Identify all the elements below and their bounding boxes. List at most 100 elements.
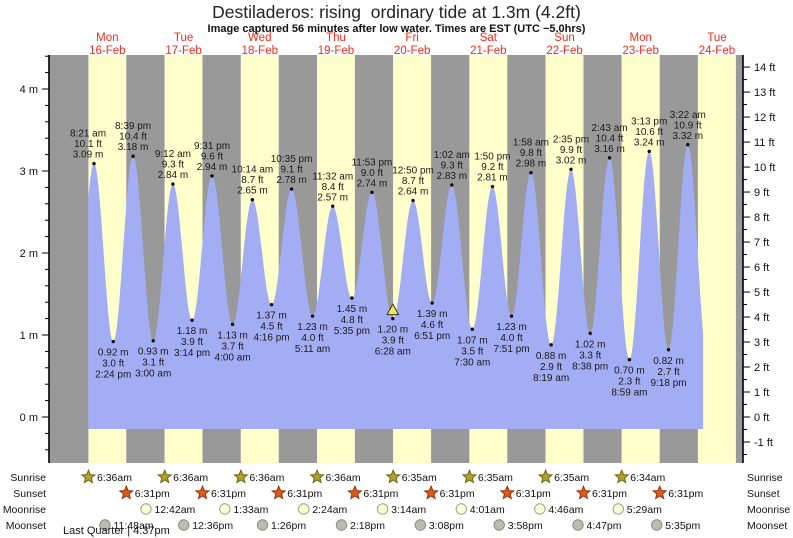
high-tide-annotation: 9.0 ft	[361, 168, 383, 179]
high-tide-annotation: 2.65 m	[237, 186, 268, 197]
astro-event-time: 1:33am	[233, 504, 268, 516]
day-of-week-label: Mon	[96, 32, 118, 44]
high-tide-annotation: 1:58 am	[513, 138, 549, 149]
high-tide-annotation: 10.6 ft	[635, 127, 663, 138]
high-tide-annotation: 2.64 m	[398, 187, 429, 198]
tide-extreme-dot	[470, 327, 475, 331]
page-title: Destiladeros: rising ordinary tide at 1.…	[212, 2, 581, 22]
moonset-circle-icon	[178, 519, 190, 531]
high-tide-annotation: 9.6 ft	[201, 151, 223, 162]
high-tide-annotation: 3.16 m	[594, 144, 625, 155]
high-tide-annotation: 10.4 ft	[596, 133, 624, 144]
tide-extreme-dot	[588, 331, 592, 336]
sunrise-star-icon	[80, 468, 97, 484]
axis-tick-labels: 4 m 3 m 2 m 1 m 0 m 14 ft 13 ft 12 ft 11 ft 10 ft…	[20, 62, 776, 449]
low-tide-annotation: 0.70 m	[614, 366, 645, 377]
high-tide-annotation: 3.09 m	[73, 150, 104, 161]
high-tide-annotation: 10.4 ft	[119, 132, 147, 143]
day-date-label: 23-Feb	[623, 45, 659, 57]
low-tide-annotation: 1.23 m	[297, 322, 328, 333]
astro-row-label-right: Moonset	[747, 520, 787, 532]
moonset-circle-icon	[493, 519, 505, 531]
right-axis-label: 8 ft	[754, 212, 769, 224]
low-tide-annotation: 8:38 pm	[572, 361, 608, 372]
astro-row-label-right: Sunset	[747, 488, 780, 500]
low-tide-annotation: 8:19 am	[533, 373, 569, 384]
moonset-circle-icon	[414, 519, 427, 531]
astro-event-time: 4:47pm	[586, 520, 621, 532]
astro-event-time: 1:26pm	[271, 520, 306, 532]
astro-event-time: 11:48am	[113, 520, 153, 532]
moonrise-circle-icon	[376, 503, 389, 515]
tide-extreme-dot	[666, 348, 671, 352]
day-date-label: 19-Feb	[318, 45, 354, 57]
tide-extreme-dot	[250, 198, 255, 202]
tide-extreme-dot	[269, 302, 274, 307]
right-axis-label: 14 ft	[754, 62, 775, 74]
day-date-label: 20-Feb	[394, 45, 430, 57]
astro-row-label-right: Sunrise	[747, 472, 783, 484]
sunset-star-icon	[423, 484, 439, 500]
high-tide-annotation: 3.24 m	[634, 137, 665, 148]
astro-event-time: 12:42am	[154, 504, 195, 516]
high-tide-annotation: 11:32 am	[312, 171, 353, 182]
astro-row-label-left: Sunrise	[10, 472, 46, 484]
tide-extreme-dot	[171, 182, 175, 186]
astro-row-label-left: Sunset	[13, 488, 46, 500]
astro-event-time: 3:08pm	[429, 520, 464, 532]
high-tide-annotation: 2.98 m	[516, 159, 547, 170]
high-tide-annotation: 8.7 ft	[241, 175, 263, 186]
low-tide-annotation: 1.45 m	[337, 304, 368, 315]
moonset-circle-icon	[651, 519, 663, 531]
day-of-week-label: Fri	[405, 32, 418, 44]
astro-event-time: 3:14am	[391, 504, 426, 516]
day-of-week-label: Tue	[174, 32, 193, 44]
tide-extreme-dot	[569, 167, 573, 172]
high-tide-annotation: 10:35 pm	[271, 154, 313, 165]
left-axis-label: 3 m	[20, 166, 38, 178]
astro-event-time: 6:34am	[630, 472, 665, 484]
day-of-week-label: Wed	[248, 32, 271, 44]
high-tide-annotation: 12:50 pm	[392, 166, 434, 177]
sunset-star-icon	[575, 484, 592, 500]
high-tide-annotation: 9.9 ft	[560, 145, 582, 156]
day-date-label: 18-Feb	[242, 45, 278, 57]
astro-event-time: 6:31pm	[668, 488, 703, 500]
low-tide-annotation: 7:30 am	[454, 357, 490, 368]
tide-extreme-dot	[92, 161, 96, 166]
moonrise-circle-icon	[219, 503, 231, 515]
high-tide-annotation: 1:50 pm	[474, 152, 510, 163]
right-axis-label: 3 ft	[754, 337, 769, 349]
right-axis-label: 1 ft	[754, 387, 769, 399]
high-tide-annotation: 2.81 m	[477, 173, 508, 184]
high-tide-annotation: 2.83 m	[436, 171, 467, 182]
low-tide-annotation: 1.20 m	[378, 325, 409, 336]
right-axis-label: -1 ft	[754, 437, 773, 449]
high-tide-annotation: 8:39 pm	[115, 121, 151, 132]
right-axis-label: 7 ft	[754, 237, 769, 249]
tide-extreme-dot	[411, 198, 415, 203]
low-tide-annotation: 0.82 m	[653, 356, 684, 367]
low-tide-annotation: 3.9 ft	[181, 337, 203, 348]
low-tide-annotation: 2:24 pm	[95, 370, 131, 381]
axis-ticks	[42, 55, 750, 455]
low-tide-annotation: 1.39 m	[417, 309, 448, 320]
right-axis-label: 11 ft	[754, 137, 775, 149]
tide-extreme-dot	[370, 190, 374, 195]
low-tide-annotation: 1.02 m	[575, 339, 606, 350]
left-axis-label: 0 m	[20, 412, 38, 424]
astro-event-time: 6:31pm	[211, 488, 246, 500]
low-tide-annotation: 3.1 ft	[142, 358, 164, 369]
tide-extreme-dot	[607, 156, 612, 160]
high-tide-annotation: 11:53 pm	[351, 157, 392, 168]
low-tide-annotation: 3.5 ft	[461, 346, 483, 357]
low-tide-annotation: 3:14 pm	[174, 348, 210, 359]
astro-event-time: 6:36am	[326, 472, 361, 484]
low-tide-annotation: 8:59 am	[611, 388, 647, 399]
high-tide-annotation: 2.84 m	[158, 170, 189, 181]
low-tide-annotation: 1.37 m	[256, 311, 287, 322]
day-of-week-label: Mon	[630, 32, 652, 44]
low-tide-annotation: 0.93 m	[138, 347, 169, 358]
day-of-week-label: Thu	[326, 32, 346, 44]
